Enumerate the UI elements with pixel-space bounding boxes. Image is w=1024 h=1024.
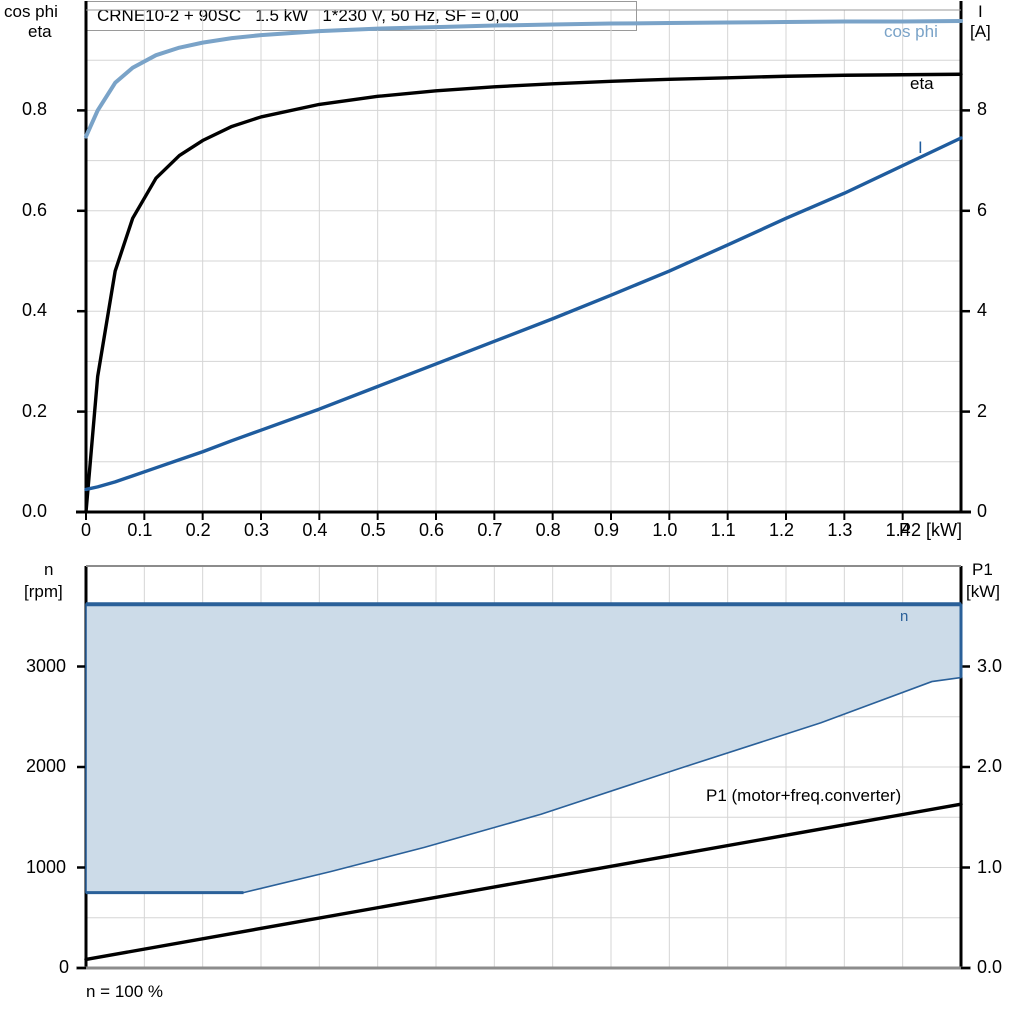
- top-x-tick-1: 0.1: [127, 520, 152, 541]
- plot-canvas: [0, 0, 1024, 1024]
- bottom-left-tick-3: 3000: [26, 656, 66, 677]
- top-x-tick-7: 0.7: [477, 520, 502, 541]
- label-current: I: [918, 138, 923, 158]
- chart-page: cos phi eta I [A] CRNE10-2 + 90SC 1.5 kW…: [0, 0, 1024, 1024]
- bottom-left-tick-1: 1000: [26, 857, 66, 878]
- top-x-tick-3: 0.3: [244, 520, 269, 541]
- top-x-tick-0: 0: [81, 520, 91, 541]
- label-speed: n: [900, 608, 908, 625]
- top-x-tick-8: 0.8: [536, 520, 561, 541]
- bottom-left-tick-2: 2000: [26, 756, 66, 777]
- bottom-right-tick-1: 1.0: [977, 857, 1002, 878]
- top-right-tick-2: 4: [977, 300, 987, 321]
- top-left-tick-1: 0.2: [22, 401, 47, 422]
- top-x-tick-4: 0.4: [302, 520, 327, 541]
- top-right-tick-0: 0: [977, 501, 987, 522]
- top-x-tick-13: 1.3: [827, 520, 852, 541]
- top-x-tick-6: 0.6: [419, 520, 444, 541]
- label-cos-phi: cos phi: [884, 22, 938, 42]
- top-right-tick-3: 6: [977, 200, 987, 221]
- top-left-tick-0: 0.0: [22, 501, 47, 522]
- bottom-right-tick-3: 3.0: [977, 656, 1002, 677]
- bottom-left-tick-0: 0: [59, 957, 69, 978]
- top-left-tick-3: 0.6: [22, 200, 47, 221]
- top-right-tick-4: 8: [977, 99, 987, 120]
- top-x-axis-label: P2 [kW]: [899, 520, 962, 541]
- bottom-right-tick-0: 0.0: [977, 957, 1002, 978]
- label-eta: eta: [910, 74, 934, 94]
- top-left-tick-2: 0.4: [22, 300, 47, 321]
- top-x-tick-5: 0.5: [361, 520, 386, 541]
- top-x-tick-11: 1.1: [711, 520, 736, 541]
- top-x-tick-9: 0.9: [594, 520, 619, 541]
- top-x-tick-12: 1.2: [769, 520, 794, 541]
- bottom-right-tick-2: 2.0: [977, 756, 1002, 777]
- top-left-tick-4: 0.8: [22, 99, 47, 120]
- label-p1: P1 (motor+freq.converter): [706, 786, 901, 806]
- top-x-tick-2: 0.2: [186, 520, 211, 541]
- top-right-tick-1: 2: [977, 401, 987, 422]
- top-x-tick-10: 1.0: [652, 520, 677, 541]
